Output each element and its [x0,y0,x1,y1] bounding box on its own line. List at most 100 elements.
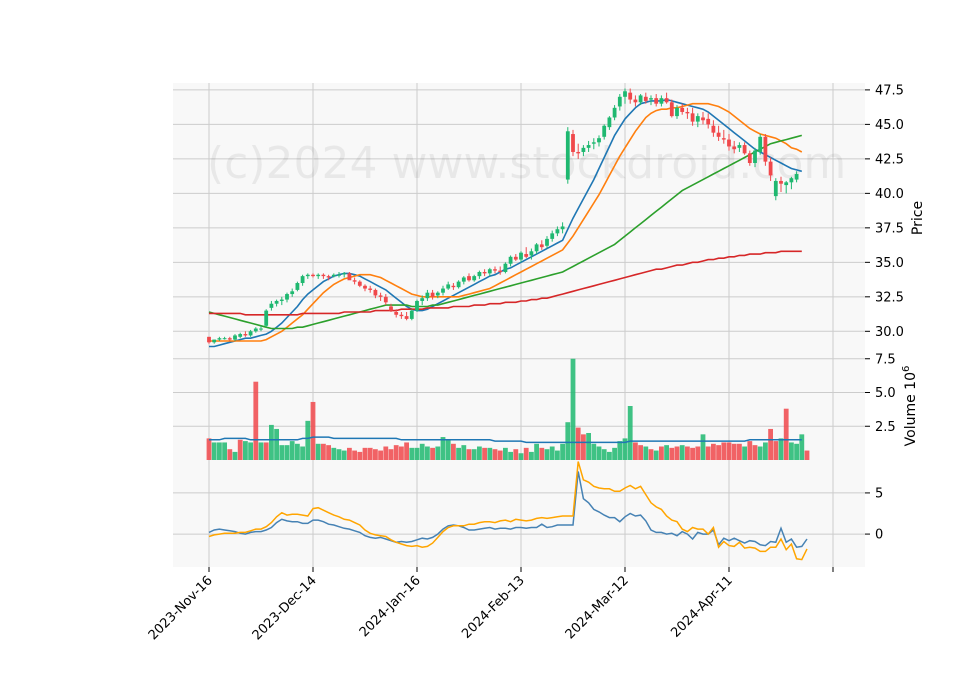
line-osc_slow [208,461,808,561]
line-ma_200 [209,250,802,316]
candle-body [753,150,757,164]
candle [373,288,378,299]
volume-bar [752,445,758,460]
candle-body [654,98,659,104]
candle [643,92,648,104]
candle [363,284,367,292]
volume-bar [664,445,669,460]
candle-body [680,107,685,112]
candle-body [238,334,243,337]
candle [321,273,326,279]
candle-body [363,285,367,289]
candle [467,273,471,282]
date-axis: 2023-Nov-16 2023-Dec-14 2024-Jan-16 2024-Fe… [146,567,834,643]
candle [399,311,404,319]
volume-bar [705,446,711,460]
volume-bar [341,450,347,460]
volume-bar [700,434,706,460]
candle [503,262,508,274]
candle-body [467,276,471,281]
candle [690,107,695,126]
candle-body [747,153,752,164]
candle [378,292,383,301]
candle [721,129,726,144]
candle [654,94,659,107]
volume-bar [367,447,373,460]
volume-bar [555,450,560,460]
volume-bar [477,446,482,460]
volume-bar [274,428,279,460]
candle-body [633,99,638,103]
volume-bar [721,442,727,460]
candle [227,336,232,341]
candle [513,254,518,261]
candle [477,270,482,279]
volume-bar [430,447,435,460]
oscillator-axis-ticks: 05 [865,486,883,543]
candle [685,107,690,119]
candle-body [498,270,503,272]
candle-body [259,328,263,330]
candle-body [560,226,565,230]
volume-bar [794,443,799,460]
volume-bar [612,447,617,460]
volume-bar [217,442,222,460]
candle-body [695,116,700,122]
volume-bar [778,438,784,460]
volume-bar [492,449,498,460]
volume-bar [742,446,747,460]
volume-bar [508,451,513,460]
volume-bar [206,438,212,460]
candle-body [456,281,461,288]
volume-bar [648,449,654,460]
volume-axis-label: Volume 106 [901,366,919,447]
volume-bar [737,443,742,460]
candle [243,331,248,337]
oscillator-panel: 05 [173,460,883,567]
candle-body [378,295,383,297]
candle-body [212,339,217,343]
volume-bar [575,427,581,460]
y-tick-label: 40.0 [875,187,904,202]
candle [451,283,456,290]
candle-body [513,256,518,260]
candle [248,329,253,337]
candle [571,129,575,157]
volume-bar [731,443,737,460]
candle [519,251,523,263]
candle [383,294,388,306]
volume-bar [253,381,259,460]
y-tick-label: 35.0 [875,256,904,271]
volume-bar [534,443,539,460]
volume-bar [674,446,680,460]
volume-bar [690,447,695,460]
candle-body [784,182,789,186]
volume-bar [373,449,378,460]
candle [342,271,347,278]
candle-body [539,244,544,248]
volume-bar [248,442,253,460]
candle-body [716,132,721,137]
candle [591,138,596,150]
candle-body [383,296,388,303]
candle-body [253,328,258,332]
volume-bar [487,447,493,460]
volume-bar [352,450,357,460]
volume-bar [768,428,773,460]
candle [285,292,289,303]
volume-bar [591,443,597,460]
volume-bar [518,453,524,460]
candle [576,143,581,159]
candle-body [597,138,601,143]
candle [279,296,284,306]
volume-bar [757,446,763,460]
candle-body [565,131,570,180]
candle-body [331,274,336,277]
candle-body [612,107,617,118]
volume-axis-exponent: 6 [901,366,912,372]
volume-axis-ticks: 2.5 5.0 7.5 [865,352,896,435]
x-tick-label: 2023-Nov-16 [146,573,216,643]
volume-bar [466,449,472,460]
volume-bar [289,441,295,460]
line-ma_mid [209,102,803,342]
